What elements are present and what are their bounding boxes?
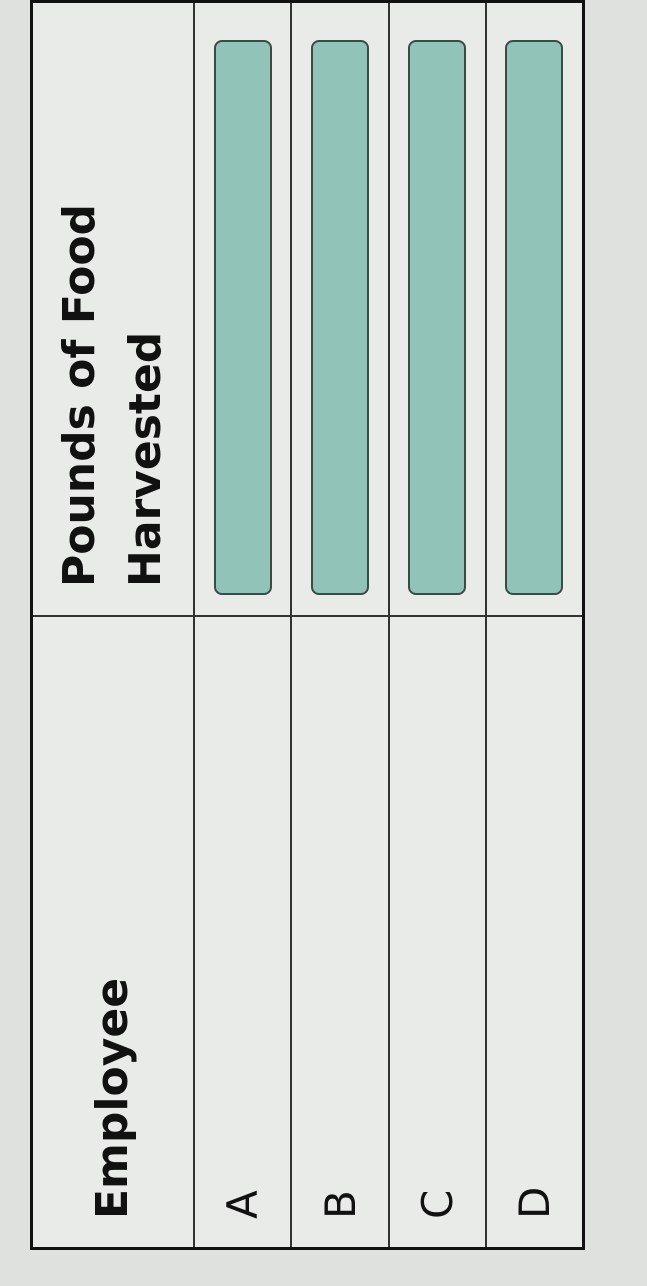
employee-cell: C: [388, 616, 486, 1249]
pounds-input[interactable]: [213, 40, 272, 595]
harvest-table: Employee Pounds of Food Harvested A B C …: [30, 0, 585, 1250]
table-row: D: [485, 1, 584, 1249]
employee-cell: A: [194, 616, 292, 1249]
table-container: Employee Pounds of Food Harvested A B C …: [30, 0, 585, 1250]
pounds-input[interactable]: [311, 40, 370, 595]
pounds-input[interactable]: [408, 40, 467, 595]
table-row: A: [194, 1, 292, 1249]
employee-cell: D: [485, 616, 584, 1249]
table-row: B: [291, 1, 389, 1249]
header-row: Employee Pounds of Food Harvested: [31, 1, 195, 1249]
table-row: C: [388, 1, 486, 1249]
header-pounds: Pounds of Food Harvested: [31, 1, 195, 616]
header-employee: Employee: [31, 616, 195, 1249]
employee-cell: B: [291, 616, 389, 1249]
pounds-input[interactable]: [505, 40, 564, 595]
